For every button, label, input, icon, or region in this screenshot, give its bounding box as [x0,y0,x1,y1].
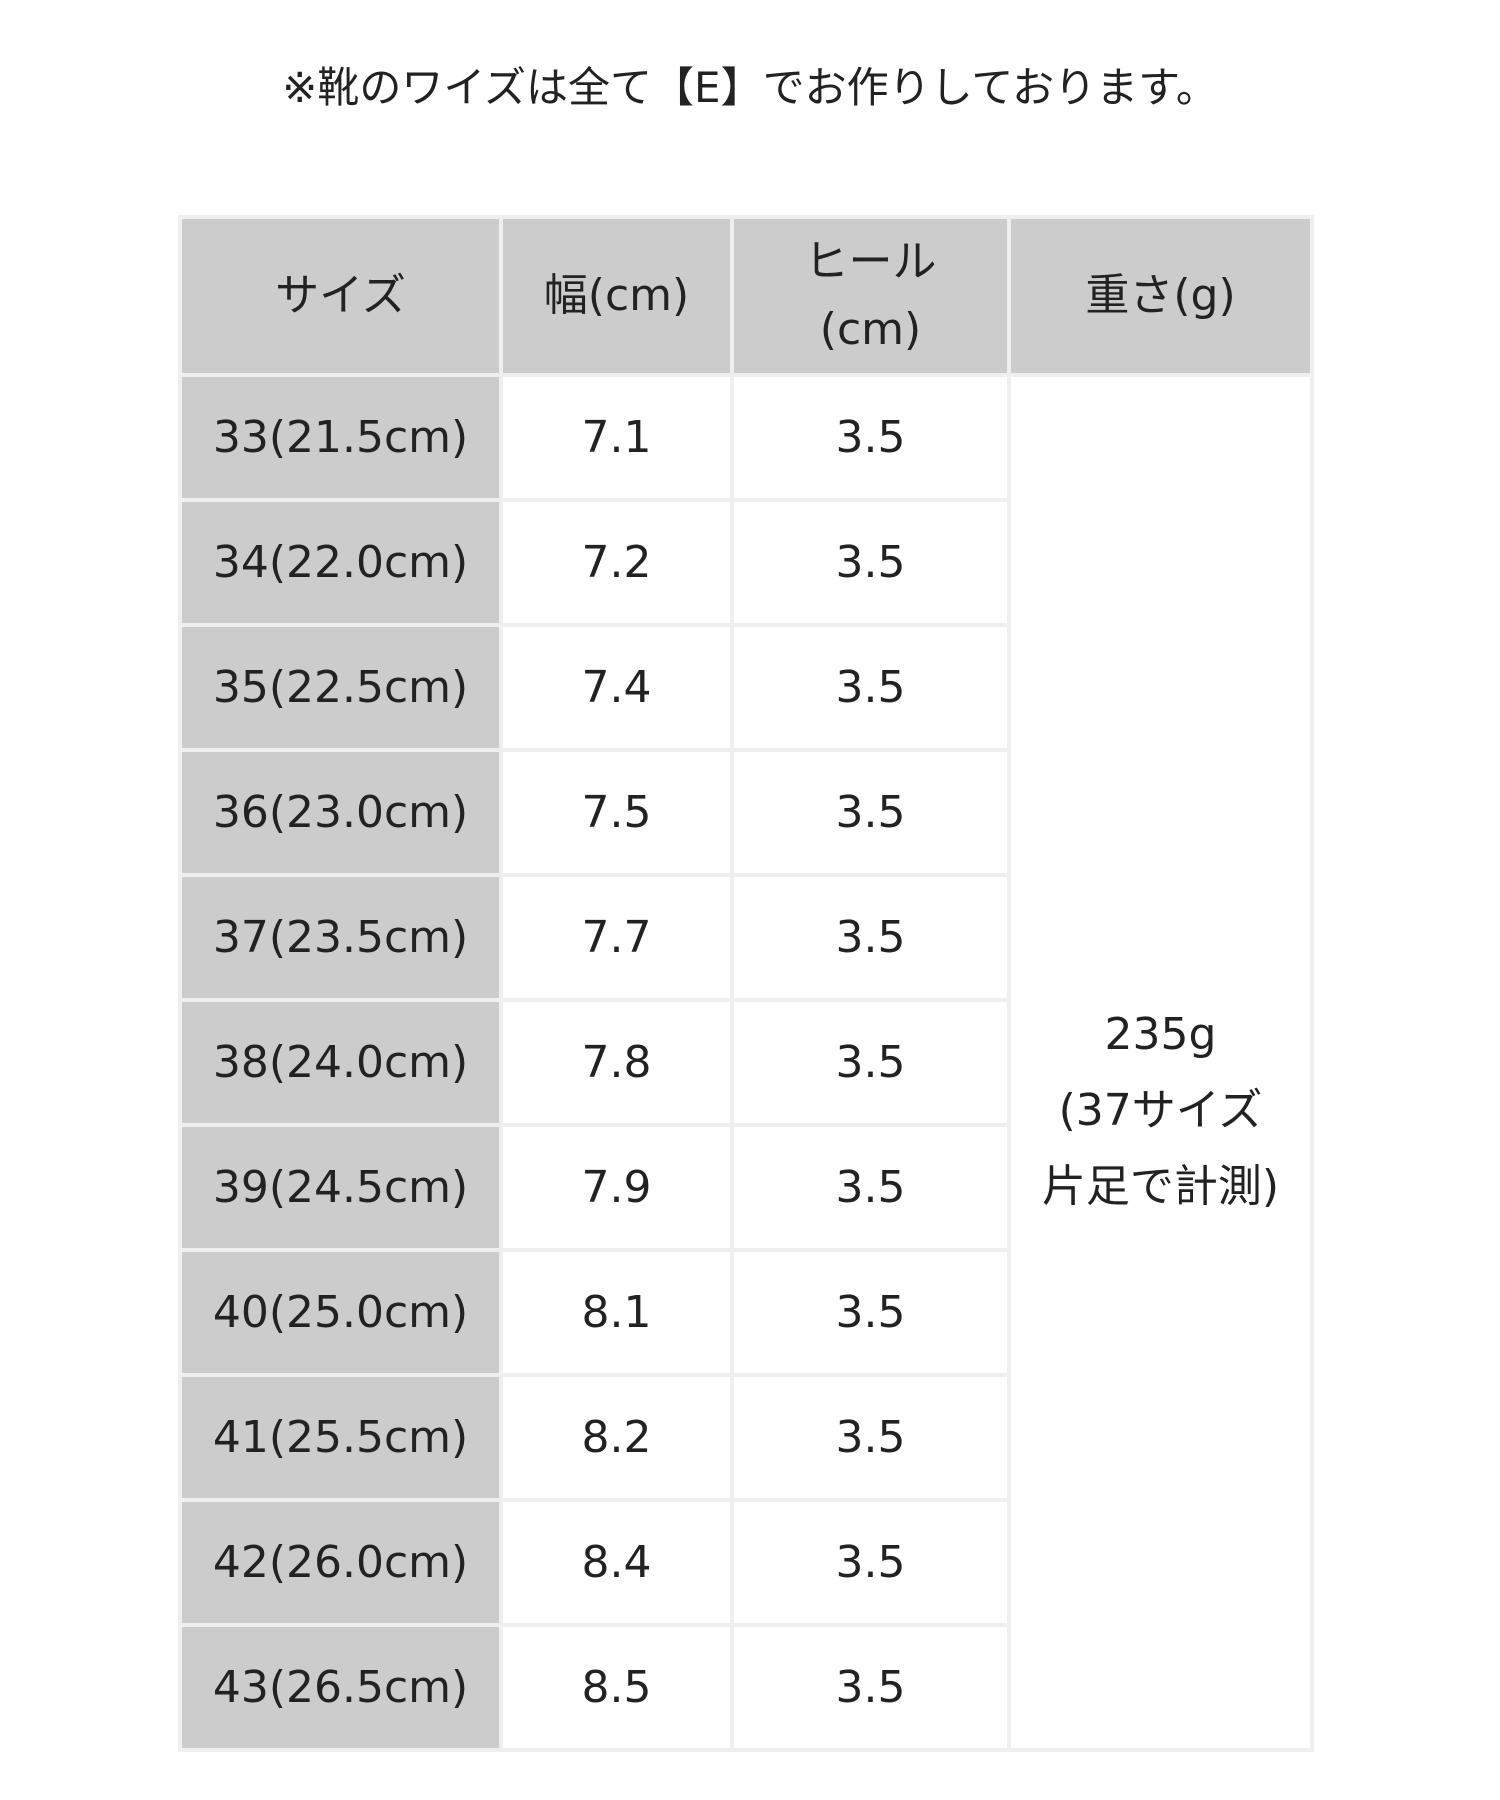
heel-cell: 3.5 [734,1127,1007,1248]
width-cell: 8.2 [503,1377,730,1498]
table-row: 38(24.0cm) 7.8 3.5 [182,1002,1310,1123]
size-cell: 37(23.5cm) [182,877,499,998]
table-row: 42(26.0cm) 8.4 3.5 [182,1502,1310,1623]
table-row: 41(25.5cm) 8.2 3.5 [182,1377,1310,1498]
width-cell: 7.1 [503,377,730,498]
width-cell: 8.4 [503,1502,730,1623]
size-cell: 39(24.5cm) [182,1127,499,1248]
width-cell: 7.7 [503,877,730,998]
size-cell: 35(22.5cm) [182,627,499,748]
table-row: 34(22.0cm) 7.2 3.5 [182,502,1310,623]
heel-cell: 3.5 [734,502,1007,623]
size-cell: 34(22.0cm) [182,502,499,623]
size-cell: 41(25.5cm) [182,1377,499,1498]
heel-cell: 3.5 [734,1377,1007,1498]
size-table: サイズ 幅(cm) ヒール (cm) 重さ(g) 33(21.5cm) 7.1 3.5… [178,215,1314,1752]
header-heel: ヒール (cm) [734,219,1007,373]
width-cell: 7.8 [503,1002,730,1123]
table-row: 35(22.5cm) 7.4 3.5 [182,627,1310,748]
size-cell: 38(24.0cm) [182,1002,499,1123]
header-weight: 重さ(g) [1011,219,1310,373]
heel-cell: 3.5 [734,877,1007,998]
size-cell: 33(21.5cm) [182,377,499,498]
width-cell: 7.2 [503,502,730,623]
width-cell: 7.5 [503,752,730,873]
heel-cell: 3.5 [734,627,1007,748]
width-cell: 8.1 [503,1252,730,1373]
width-cell: 7.9 [503,1127,730,1248]
heel-cell: 3.5 [734,1252,1007,1373]
width-note: ※靴のワイズは全て【E】でお作りしております。 [282,63,1218,112]
weight-line: 片足で計測) [1041,1160,1280,1212]
weight-line: 235g [1104,1008,1217,1060]
table-row: 37(23.5cm) 7.7 3.5 [182,877,1310,998]
table-row: 39(24.5cm) 7.9 3.5 [182,1127,1310,1248]
table-row: 33(21.5cm) 7.1 3.5 235g (37サイズ 片足で計測) [182,377,1310,1748]
heel-cell: 3.5 [734,1002,1007,1123]
table-row: 36(23.0cm) 7.5 3.5 [182,752,1310,873]
table-row: 40(25.0cm) 8.1 3.5 [182,1252,1310,1373]
heel-cell: 3.5 [734,1627,1007,1748]
weight-cell: 235g (37サイズ 片足で計測) [1011,377,1310,1748]
heel-cell: 3.5 [734,377,1007,498]
table-row: 43(26.5cm) 8.5 3.5 [182,1627,1310,1748]
width-cell: 7.4 [503,627,730,748]
table-header-row: サイズ 幅(cm) ヒール (cm) 重さ(g) [182,219,1310,373]
width-cell: 8.5 [503,1627,730,1748]
size-cell: 42(26.0cm) [182,1502,499,1623]
size-cell: 40(25.0cm) [182,1252,499,1373]
size-cell: 43(26.5cm) [182,1627,499,1748]
header-width: 幅(cm) [503,219,730,373]
size-cell: 36(23.0cm) [182,752,499,873]
heel-cell: 3.5 [734,1502,1007,1623]
heel-cell: 3.5 [734,752,1007,873]
header-size: サイズ [182,219,499,373]
weight-line: (37サイズ [1058,1084,1263,1136]
